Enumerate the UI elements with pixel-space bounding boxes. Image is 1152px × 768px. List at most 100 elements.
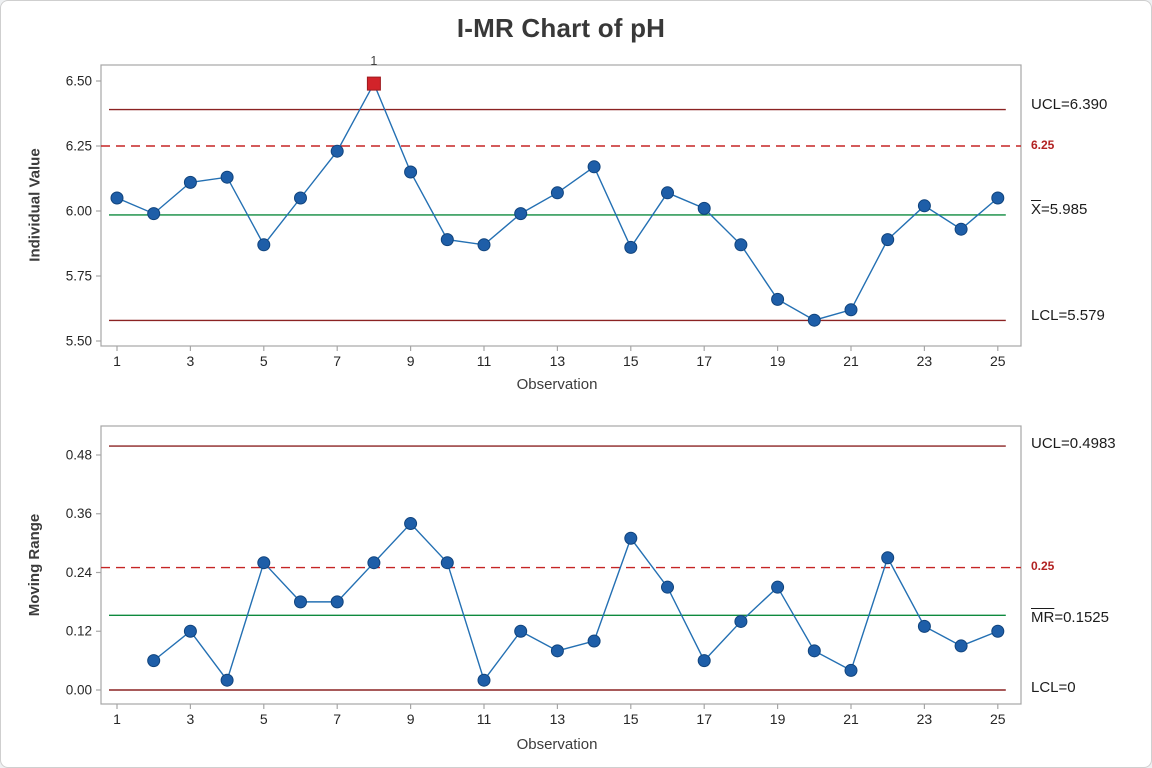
x-tick-label: 7 — [333, 711, 341, 727]
x-tick-label: 25 — [990, 353, 1006, 369]
data-point-obs-15 — [624, 240, 638, 254]
x-tick-label: 3 — [187, 711, 195, 727]
ucl-label-moving-range: UCL=0.4983 — [1031, 435, 1116, 452]
data-point-obs-4 — [220, 170, 234, 184]
y-tick-label: 5.50 — [66, 334, 92, 349]
data-point-obs-16 — [661, 580, 674, 594]
data-point-obs-6 — [294, 191, 307, 205]
center-label-moving-range: MR=0.1525 — [1031, 608, 1109, 628]
data-point-obs-20 — [807, 644, 821, 658]
data-point-obs-1 — [110, 191, 124, 205]
data-point-obs-22 — [881, 233, 895, 247]
y-tick-label: 6.00 — [66, 204, 92, 219]
data-point-obs-11 — [477, 673, 491, 687]
data-point-obs-2 — [147, 654, 161, 668]
x-tick-label: 19 — [770, 711, 786, 727]
y-tick-label: 5.75 — [66, 269, 92, 284]
x-tick-label: 1 — [113, 353, 121, 369]
data-point-obs-2 — [147, 207, 161, 221]
data-point-obs-13 — [550, 644, 564, 658]
y-tick-label: 6.25 — [66, 139, 92, 154]
data-point-obs-19 — [771, 292, 785, 306]
x-tick-label: 15 — [623, 353, 639, 369]
x-tick-label: 21 — [843, 711, 859, 727]
data-point-obs-8 — [367, 556, 381, 570]
data-point-obs-4 — [220, 673, 234, 687]
xbar-value: =5.985 — [1041, 201, 1088, 218]
y-tick-label: 0.48 — [66, 447, 92, 462]
data-point-obs-18 — [734, 614, 748, 628]
data-point-obs-12 — [514, 207, 528, 221]
x-tick-label: 17 — [696, 353, 712, 369]
data-point-obs-17 — [697, 654, 711, 668]
data-point-obs-5 — [257, 238, 271, 252]
moving-range-chart-border — [100, 425, 1022, 705]
x-tick-label: 11 — [477, 711, 492, 727]
data-point-obs-22 — [881, 551, 895, 565]
x-tick-label: 5 — [260, 353, 268, 369]
data-point-obs-20 — [807, 313, 821, 327]
data-point-obs-24 — [954, 222, 968, 236]
y-tick-label: 0.12 — [66, 624, 92, 639]
x-axis-title-observation-top: Observation — [516, 376, 598, 393]
data-point-obs-9 — [404, 165, 418, 179]
x-tick-label: 19 — [770, 353, 786, 369]
mrbar-symbol: MR — [1031, 609, 1055, 626]
xbar-symbol: X — [1031, 201, 1042, 218]
y-tick-label: 0.36 — [66, 506, 92, 521]
data-point-obs-10 — [440, 233, 454, 247]
data-point-obs-24 — [954, 639, 968, 653]
x-tick-label: 15 — [623, 711, 639, 727]
y-tick-label: 0.24 — [66, 565, 93, 580]
x-tick-label: 9 — [407, 711, 415, 727]
moving-range-chart-series-line — [153, 522, 999, 682]
x-tick-label: 9 — [407, 353, 415, 369]
data-point-obs-6 — [294, 595, 307, 609]
data-point-obs-5 — [257, 556, 271, 570]
reference-label-individuals: 6.25 — [1031, 138, 1055, 152]
data-point-obs-23 — [917, 199, 931, 213]
lcl-label-individuals: LCL=5.579 — [1031, 307, 1105, 324]
data-point-obs-23 — [917, 619, 931, 633]
data-point-obs-13 — [550, 186, 564, 200]
x-tick-label: 25 — [990, 711, 1006, 727]
y-tick-label: 6.50 — [66, 74, 92, 89]
ucl-label-individuals: UCL=6.390 — [1031, 96, 1108, 113]
data-point-obs-21 — [844, 663, 858, 677]
y-tick-label: 0.00 — [66, 683, 92, 698]
individuals-chart-border — [100, 64, 1022, 347]
data-point-obs-10 — [440, 556, 454, 570]
x-tick-label: 11 — [477, 353, 492, 369]
x-tick-label: 5 — [260, 711, 268, 727]
data-point-obs-19 — [771, 580, 785, 594]
x-tick-label: 21 — [843, 353, 859, 369]
center-label-individuals: X=5.985 — [1031, 200, 1087, 220]
data-point-obs-21 — [844, 303, 858, 317]
reference-label-moving-range: 0.25 — [1031, 559, 1055, 573]
x-tick-label: 13 — [550, 711, 566, 727]
chart-title: I-MR Chart of pH — [456, 13, 666, 43]
out-of-control-point-obs-8 — [366, 76, 381, 91]
data-point-obs-16 — [661, 186, 674, 200]
out-of-control-flag: 1 — [370, 54, 377, 68]
x-tick-label: 17 — [696, 711, 712, 727]
x-tick-label: 7 — [333, 353, 341, 369]
data-point-obs-7 — [330, 144, 344, 158]
x-tick-label: 3 — [187, 353, 195, 369]
data-point-obs-14 — [587, 634, 601, 648]
data-point-obs-7 — [330, 595, 344, 609]
lcl-label-moving-range: LCL=0 — [1031, 679, 1076, 696]
data-point-obs-18 — [734, 238, 748, 252]
data-point-obs-3 — [183, 175, 197, 189]
data-point-obs-14 — [587, 160, 601, 174]
data-point-obs-9 — [404, 517, 418, 531]
data-point-obs-25 — [991, 624, 1005, 638]
data-point-obs-12 — [514, 624, 528, 638]
x-tick-label: 1 — [113, 711, 121, 727]
x-tick-label: 23 — [917, 711, 933, 727]
data-point-obs-11 — [477, 238, 491, 252]
mrbar-value: =0.1525 — [1054, 609, 1109, 626]
data-point-obs-25 — [991, 191, 1005, 205]
